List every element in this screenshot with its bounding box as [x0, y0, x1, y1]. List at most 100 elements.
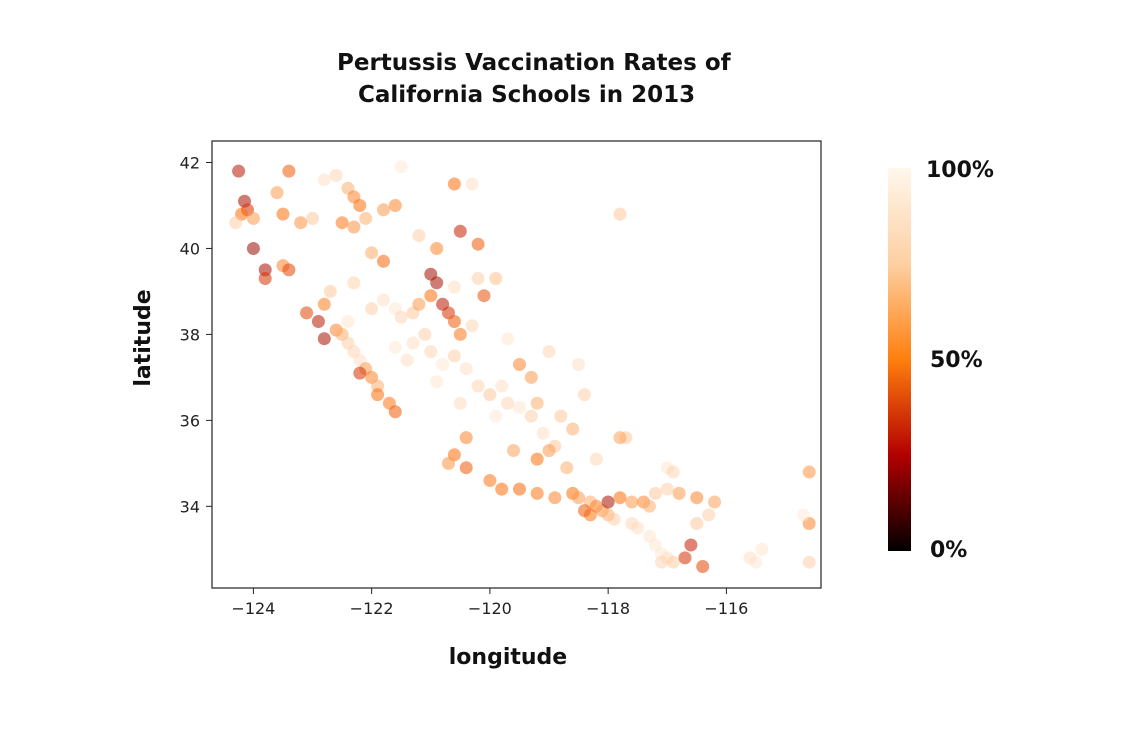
- data-point: [625, 517, 639, 530]
- data-point: [560, 461, 574, 475]
- data-point: [276, 207, 290, 221]
- scatter-points: [229, 160, 816, 573]
- data-point: [666, 465, 680, 479]
- data-point: [424, 267, 438, 281]
- data-point: [412, 297, 426, 311]
- x-tick-label: −120: [468, 599, 512, 618]
- data-point: [755, 542, 769, 556]
- data-point: [648, 538, 662, 552]
- data-point: [353, 199, 367, 212]
- data-point: [613, 491, 627, 505]
- data-point: [548, 491, 562, 505]
- data-point: [690, 517, 704, 530]
- x-axis-label: longitude: [449, 645, 567, 670]
- data-point: [235, 207, 249, 221]
- data-point: [400, 353, 414, 367]
- data-point: [601, 508, 615, 522]
- data-point: [335, 327, 349, 341]
- chart-title-line-2: California Schools in 2013: [358, 82, 696, 108]
- x-tick-label: −118: [586, 599, 630, 618]
- data-point: [353, 366, 367, 380]
- data-point: [246, 211, 260, 225]
- data-point: [678, 551, 692, 565]
- data-point: [802, 555, 816, 569]
- data-point: [335, 216, 349, 230]
- data-point: [311, 315, 325, 328]
- colorbar-label-100: 100%: [926, 158, 994, 183]
- data-point: [542, 345, 556, 359]
- data-point: [453, 327, 467, 341]
- data-point: [513, 482, 526, 496]
- data-point: [459, 461, 473, 475]
- data-point: [294, 216, 308, 230]
- data-point: [524, 409, 538, 423]
- data-point: [749, 555, 763, 569]
- data-point: [471, 272, 485, 285]
- data-point: [684, 538, 698, 552]
- data-point: [442, 456, 455, 470]
- data-point: [323, 284, 337, 298]
- data-point: [447, 280, 461, 294]
- y-tick-label: 34: [180, 497, 200, 516]
- data-point: [347, 276, 361, 290]
- data-point: [347, 220, 361, 234]
- data-point: [246, 242, 260, 255]
- y-axis-label: latitude: [131, 289, 156, 386]
- y-tick-label: 38: [180, 325, 200, 344]
- data-point: [300, 306, 314, 320]
- data-point: [388, 302, 402, 316]
- data-point: [495, 379, 509, 393]
- data-point: [613, 207, 627, 221]
- y-tick-label: 40: [180, 239, 200, 258]
- data-point: [702, 508, 716, 522]
- data-point: [802, 465, 816, 479]
- data-point: [424, 289, 438, 303]
- data-point: [530, 486, 544, 500]
- data-point: [388, 340, 402, 354]
- x-tick-label: −116: [704, 599, 748, 618]
- data-point: [601, 495, 615, 509]
- data-point: [459, 362, 473, 376]
- data-point: [483, 388, 497, 402]
- data-point: [377, 293, 390, 307]
- data-point: [654, 547, 668, 561]
- data-point: [270, 186, 284, 200]
- data-point: [483, 474, 497, 487]
- data-point: [453, 224, 467, 238]
- data-point: [648, 486, 662, 500]
- data-point: [447, 177, 461, 191]
- plot-frame: [211, 140, 822, 589]
- data-point: [282, 263, 296, 277]
- y-tick-label: 36: [180, 411, 200, 430]
- data-point: [447, 315, 461, 328]
- data-point: [471, 237, 485, 251]
- data-point: [796, 508, 810, 522]
- data-point: [513, 358, 526, 371]
- data-point: [329, 168, 343, 182]
- data-point: [513, 401, 526, 414]
- data-point: [743, 551, 757, 565]
- data-point: [388, 199, 402, 212]
- data-point: [371, 388, 385, 402]
- data-point: [542, 444, 556, 457]
- data-point: [341, 336, 355, 350]
- data-point: [365, 302, 379, 316]
- x-axis: −124 −122 −120 −118 −116: [231, 588, 748, 618]
- data-point: [554, 409, 568, 423]
- y-tick-label: 42: [180, 153, 200, 172]
- data-point: [802, 517, 816, 530]
- data-point: [418, 327, 432, 341]
- data-point: [578, 504, 591, 518]
- data-point: [572, 491, 586, 505]
- chart-title-line-1: Pertussis Vaccination Rates of: [337, 50, 731, 76]
- data-point: [453, 396, 467, 410]
- data-point: [317, 173, 331, 187]
- colorbar: [888, 168, 911, 551]
- data-point: [406, 336, 420, 350]
- data-point: [572, 358, 586, 371]
- data-point: [430, 242, 444, 255]
- data-point: [388, 405, 402, 419]
- data-point: [631, 521, 645, 535]
- data-point: [589, 452, 603, 466]
